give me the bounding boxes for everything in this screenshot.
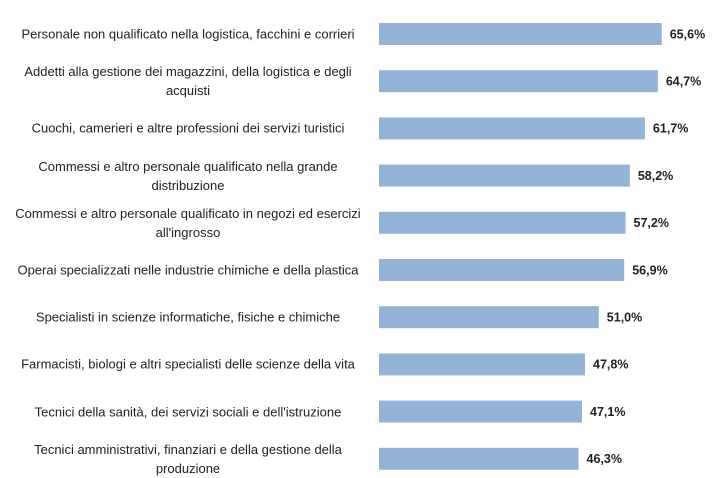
bar: [379, 400, 583, 423]
category-label: Cuochi, camerieri e altre professioni de…: [31, 120, 345, 136]
value-label: 47,1%: [590, 405, 625, 419]
value-label: 46,3%: [587, 452, 622, 466]
bar: [379, 70, 658, 93]
category-label: Personale non qualificato nella logistic…: [21, 26, 355, 42]
bar: [379, 353, 586, 376]
category-label: Commessi e altro personale qualificato i…: [15, 205, 361, 240]
category-label: Tecnici della sanità, dei servizi social…: [34, 404, 342, 420]
value-label: 61,7%: [653, 122, 688, 136]
bar: [379, 164, 630, 187]
category-label: Specialisti in scienze informatiche, fis…: [35, 309, 341, 325]
value-label: 56,9%: [632, 263, 667, 277]
bar: [379, 211, 626, 234]
value-label: 57,2%: [634, 216, 669, 230]
bar: [379, 259, 625, 281]
value-label: 64,7%: [666, 74, 701, 88]
bar: [379, 23, 662, 45]
bar: [379, 447, 579, 470]
bar: [379, 306, 599, 329]
category-label: Farmacisti, biologi e altri specialisti …: [21, 356, 355, 372]
category-label: Operai specializzati nelle industrie chi…: [17, 262, 359, 278]
value-label: 65,6%: [670, 27, 705, 41]
value-label: 58,2%: [638, 169, 673, 183]
category-label: Addetti alla gestione dei magazzini, del…: [24, 64, 352, 99]
value-label: 51,0%: [607, 310, 642, 324]
bar: [379, 117, 645, 140]
category-label: Commessi e altro personale qualificato n…: [38, 158, 338, 193]
category-label: Tecnici amministrativi, finanziari e del…: [34, 441, 342, 476]
value-label: 47,8%: [593, 358, 628, 372]
